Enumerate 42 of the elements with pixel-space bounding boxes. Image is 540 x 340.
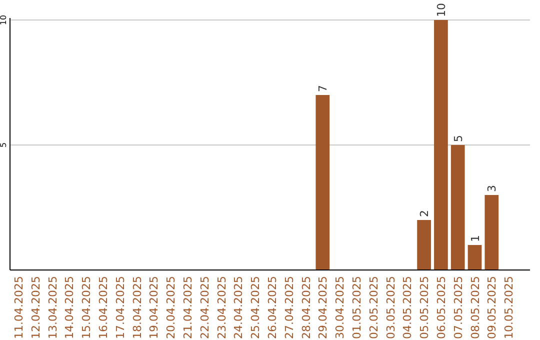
x-tick-label: 04.05.2025 (401, 276, 414, 339)
x-tick-label: 29.04.2025 (316, 276, 330, 339)
x-tick-label: 16.04.2025 (96, 276, 110, 339)
x-tick-label: 18.04.2025 (130, 276, 144, 339)
x-tick-label: 25.04.2025 (249, 276, 262, 339)
data-label: 1 (468, 235, 482, 242)
x-tick-label: 24.04.2025 (232, 276, 246, 339)
bar (417, 220, 431, 270)
data-label: 2 (418, 210, 432, 217)
x-tick-label: 12.04.2025 (29, 276, 42, 339)
bar (316, 95, 330, 270)
x-tick-label: 15.04.2025 (80, 276, 94, 339)
bar (468, 245, 482, 270)
bar (434, 20, 448, 270)
x-tick-label: 19.04.2025 (148, 276, 161, 339)
x-tick-label: 10.05.2025 (502, 276, 516, 339)
x-tick-label: 20.04.2025 (164, 276, 178, 339)
x-tick-label: 08.05.2025 (468, 276, 482, 339)
x-tick-label: 11.04.2025 (12, 276, 26, 339)
x-tick-label: 07.05.2025 (452, 276, 465, 339)
x-tick-label: 27.04.2025 (282, 276, 296, 339)
data-label: 5 (452, 135, 465, 142)
x-tick-label: 26.04.2025 (266, 276, 279, 339)
data-label: 10 (434, 3, 448, 17)
x-tick-label: 05.05.2025 (418, 276, 432, 339)
x-tick-label: 30.04.2025 (334, 276, 347, 339)
data-label: 3 (486, 185, 499, 192)
bar (450, 145, 465, 270)
bar (484, 195, 499, 270)
x-tick-label: 13.04.2025 (46, 276, 60, 339)
data-label: 7 (316, 85, 330, 92)
x-tick-label: 06.05.2025 (434, 276, 448, 339)
x-tick-label: 03.05.2025 (384, 276, 398, 339)
x-tick-label: 21.04.2025 (181, 276, 194, 339)
x-tick-label: 23.04.2025 (215, 276, 228, 339)
x-tick-label: 02.05.2025 (367, 276, 380, 339)
x-tick-label: 22.04.2025 (198, 276, 212, 339)
x-tick-label: 01.05.2025 (350, 276, 364, 339)
x-tick-label: 09.05.2025 (486, 276, 499, 339)
x-tick-label: 14.04.2025 (63, 276, 76, 339)
x-tick-label: 28.04.2025 (300, 276, 313, 339)
x-tick-label: 17.04.2025 (114, 276, 127, 339)
